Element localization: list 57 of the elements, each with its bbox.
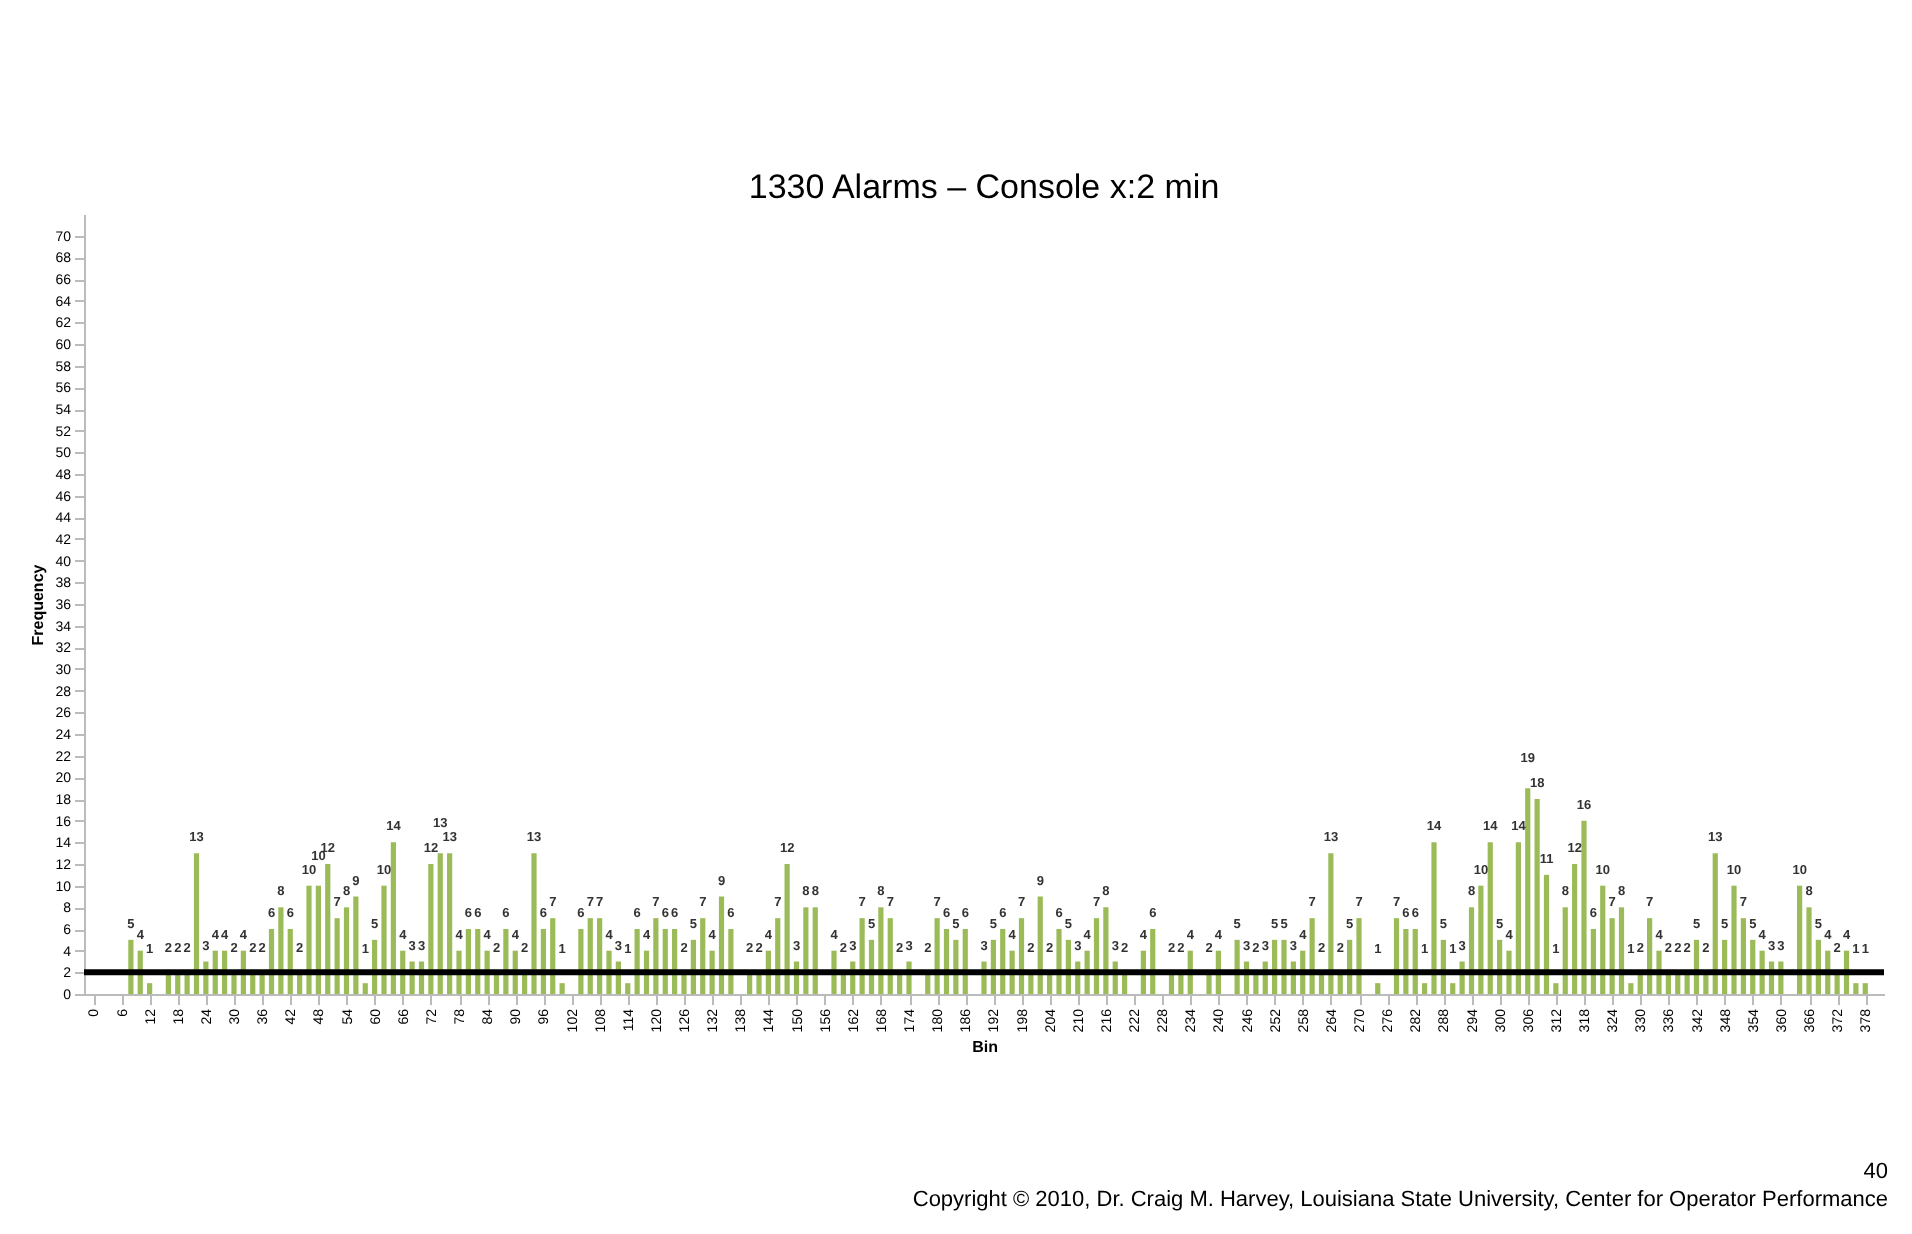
bar xyxy=(1375,983,1381,994)
text: Copyright © 2010, Dr. Craig M. Harvey, Louisiana State University, Center for Operator Performance xyxy=(910,1188,1888,1212)
bar xyxy=(531,853,537,994)
text: 40 xyxy=(1861,1160,1888,1184)
bar xyxy=(1487,842,1493,994)
bar xyxy=(428,864,434,994)
bar xyxy=(1281,939,1287,994)
bar xyxy=(325,864,331,994)
bar xyxy=(1600,885,1606,994)
x-axis-title: Bin xyxy=(972,1038,999,1057)
bar xyxy=(803,907,809,994)
bar xyxy=(1450,983,1456,994)
bar xyxy=(878,907,884,994)
bar xyxy=(1534,799,1540,994)
y-axis-title: Frequency xyxy=(29,563,48,646)
bar xyxy=(1628,983,1634,994)
bar xyxy=(381,885,387,994)
bar xyxy=(306,885,312,994)
bar xyxy=(353,896,359,994)
bar xyxy=(1862,983,1868,994)
bar xyxy=(1468,907,1475,994)
bar xyxy=(1525,788,1531,994)
bar xyxy=(812,907,818,994)
bar xyxy=(1037,896,1043,994)
bar xyxy=(1572,864,1578,994)
bar xyxy=(1356,918,1362,994)
bar xyxy=(718,896,725,994)
bar xyxy=(1478,885,1484,994)
bar xyxy=(1543,874,1550,994)
bar xyxy=(437,853,443,994)
bar xyxy=(625,983,631,994)
bar xyxy=(1422,983,1428,994)
bar xyxy=(1581,820,1587,994)
bar xyxy=(784,864,790,994)
bar xyxy=(362,983,368,994)
bar xyxy=(390,842,396,994)
bar xyxy=(447,853,453,994)
bar xyxy=(1103,907,1109,994)
chart-title: 1330 Alarms – Console x:2 min xyxy=(748,168,1220,206)
bar xyxy=(1806,907,1812,994)
bar xyxy=(1328,853,1334,994)
bar xyxy=(559,983,565,994)
bar xyxy=(1553,983,1559,994)
bar xyxy=(278,907,284,994)
bar xyxy=(1562,907,1568,994)
bar xyxy=(147,983,153,994)
bar xyxy=(343,907,350,994)
bar xyxy=(193,853,200,994)
bar xyxy=(1853,983,1859,994)
bar xyxy=(1618,907,1625,994)
bar xyxy=(1515,842,1521,994)
bar xyxy=(1056,929,1062,994)
bar xyxy=(1797,885,1803,994)
bar xyxy=(315,885,321,994)
bar xyxy=(1731,885,1737,994)
bar xyxy=(1712,853,1718,994)
bar xyxy=(1431,842,1437,994)
